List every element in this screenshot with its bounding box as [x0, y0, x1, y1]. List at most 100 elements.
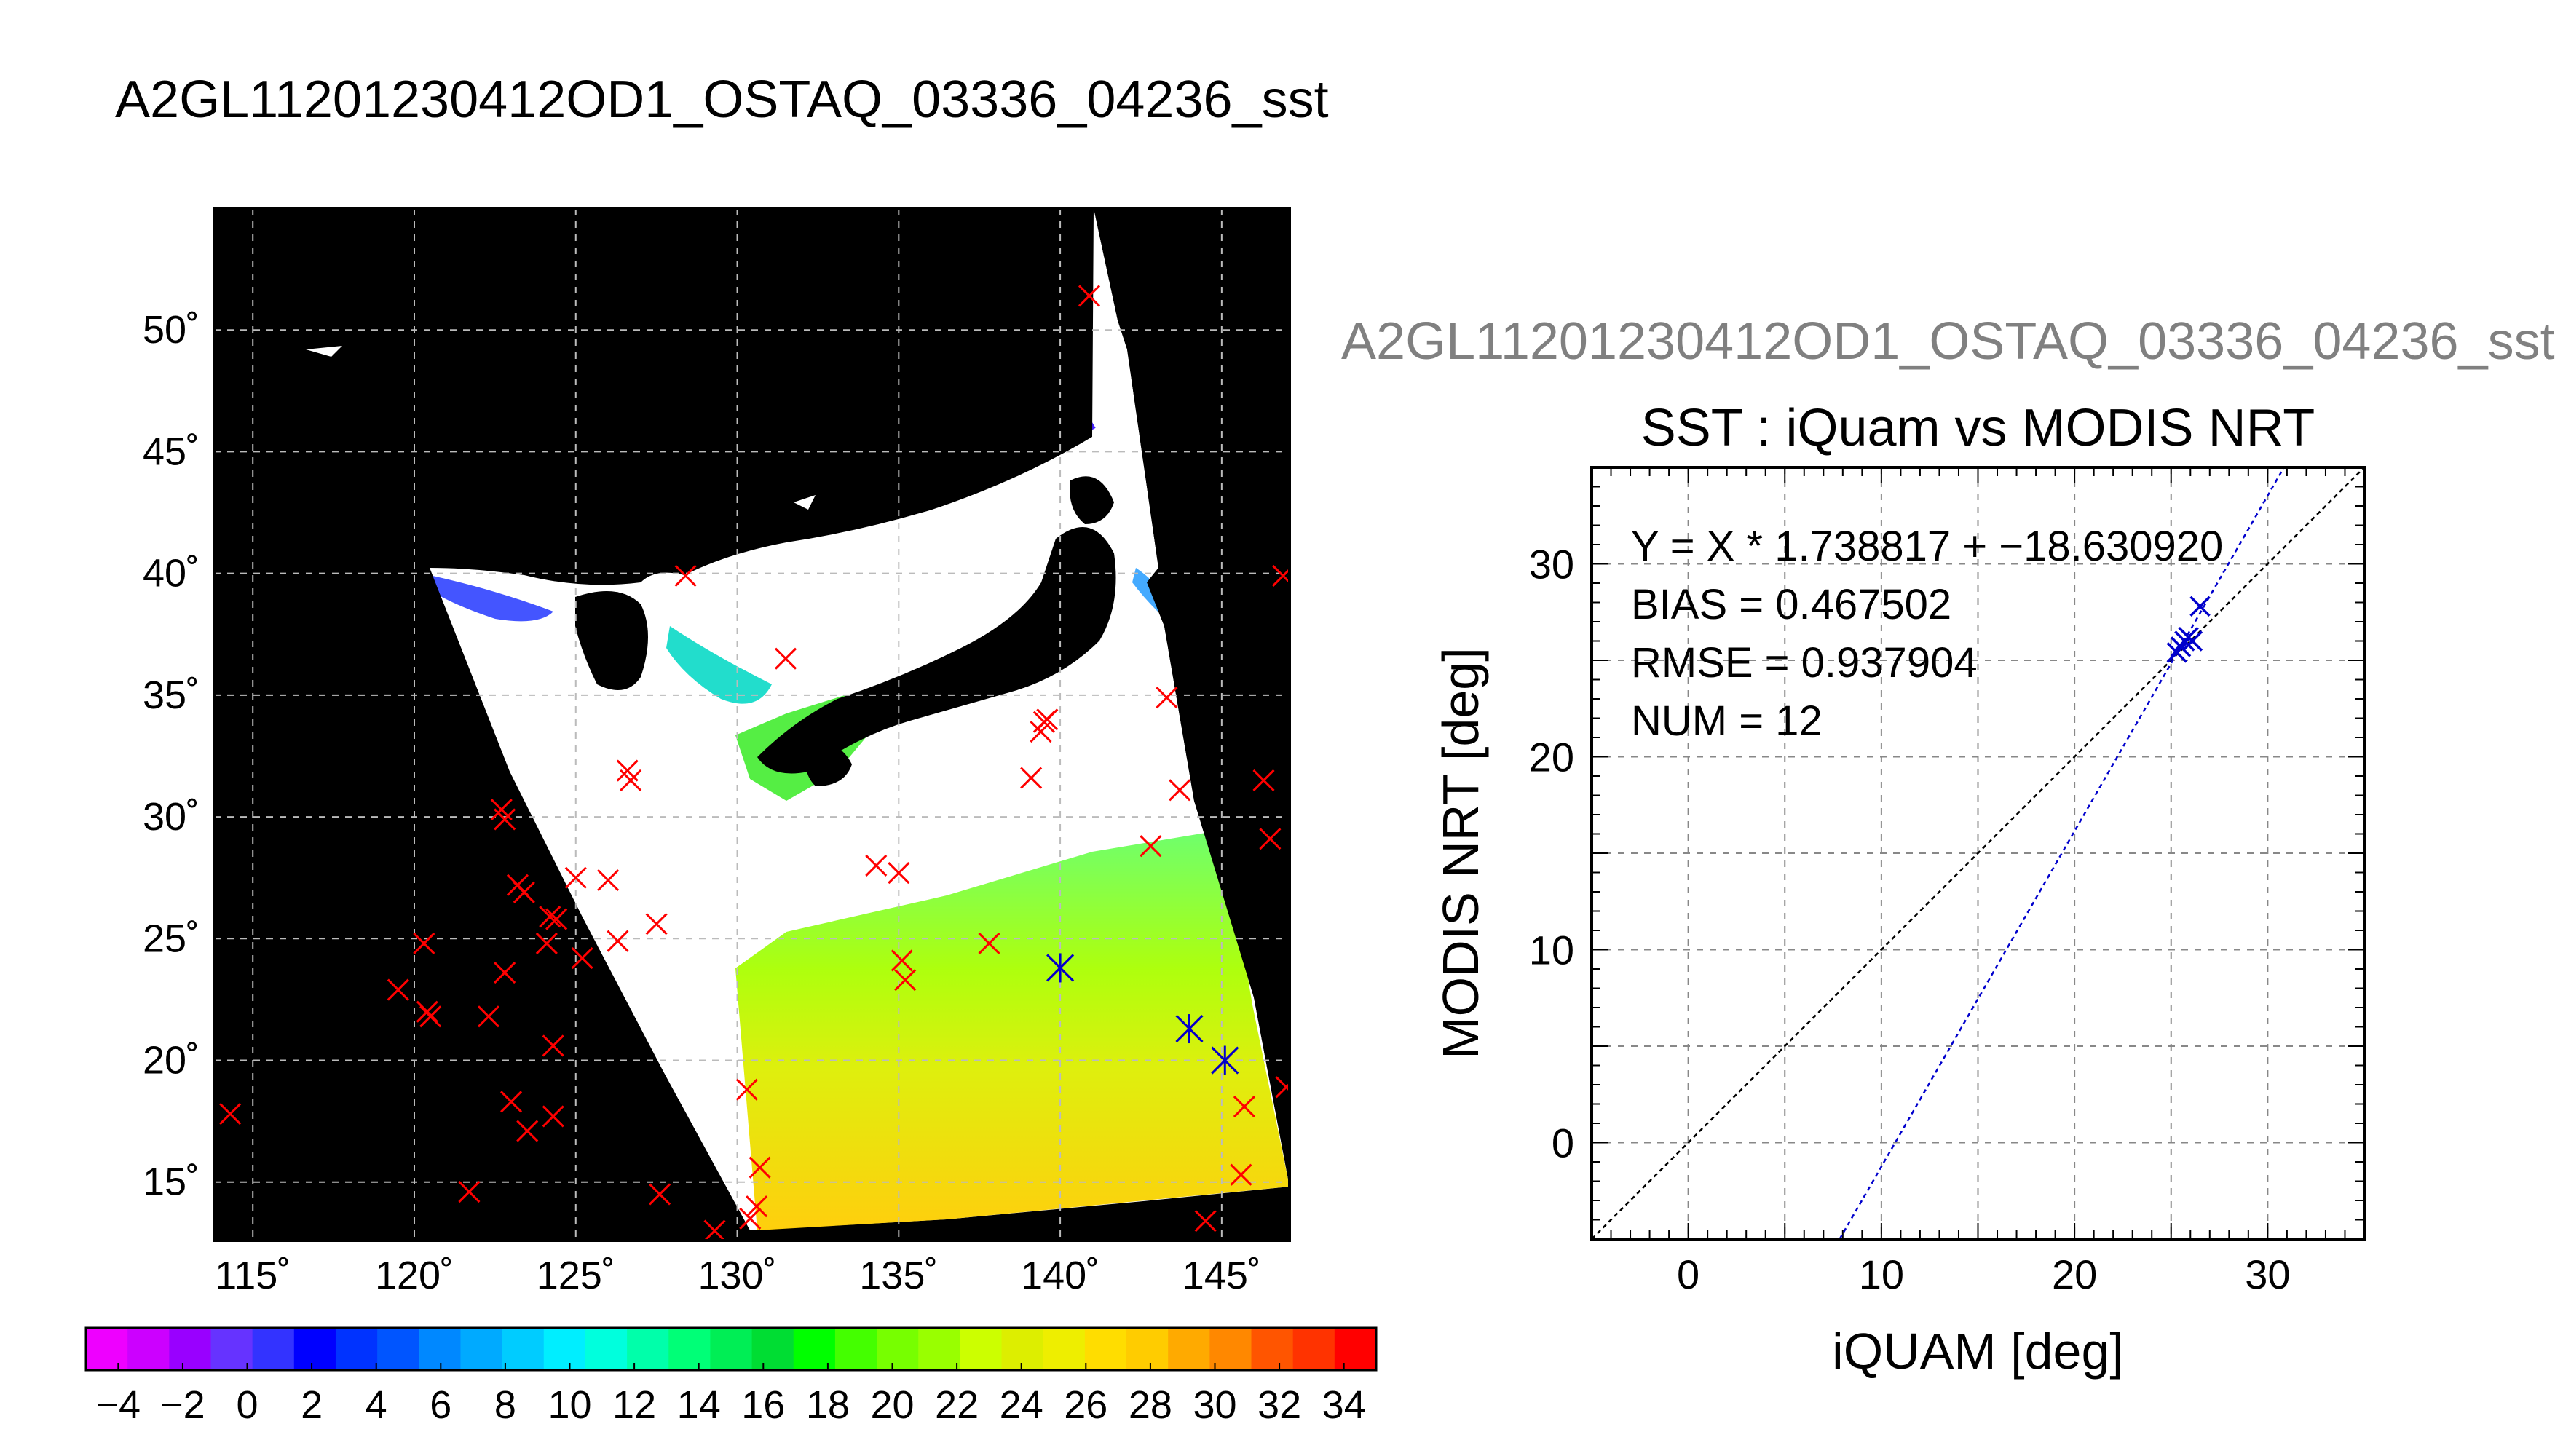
buoy-marker	[739, 1207, 762, 1230]
buoy-marker	[597, 869, 620, 892]
buoy-marker	[1252, 769, 1275, 791]
map-lon-tick-label: 120˚	[375, 1254, 454, 1297]
buoy-marker	[499, 1091, 523, 1113]
colorbar-segment	[710, 1328, 753, 1370]
buoy-marker	[735, 1078, 758, 1101]
scatter-x-tick-label: 20	[2052, 1251, 2097, 1297]
buoy-marker	[674, 564, 697, 587]
colorbar-segment	[1126, 1328, 1169, 1370]
sst-yellow-sea	[430, 575, 553, 622]
map-layers	[214, 208, 1290, 1241]
buoy-marker	[542, 1105, 564, 1128]
colorbar-tick-label: −4	[96, 1383, 141, 1427]
scatter-subtitle: A2GL11201230412OD1_OSTAQ_03336_04236_sst	[1341, 312, 2555, 371]
korea-peninsula	[575, 591, 648, 690]
colorbar-tick-label: 26	[1064, 1383, 1107, 1427]
scatter-annotation: Y = X * 1.738817 + −18.630920	[1631, 523, 2223, 570]
east-outside-swath	[1094, 208, 1290, 1187]
scatter-annotation: NUM = 12	[1631, 697, 1823, 745]
buoy-marker	[1272, 564, 1290, 587]
buoy-marker	[419, 1005, 442, 1028]
colorbar-segment	[293, 1328, 336, 1370]
scatter-x-tick-label: 0	[1677, 1251, 1699, 1297]
colorbar-segment	[502, 1328, 545, 1370]
colorbar-segment	[1168, 1328, 1210, 1370]
buoy-marker	[1169, 779, 1191, 802]
buoy-marker	[477, 1005, 500, 1028]
buoy-marker	[645, 913, 668, 935]
colorbar-segment	[419, 1328, 462, 1370]
scatter-frame	[1590, 466, 2366, 1241]
buoy-marker	[387, 978, 409, 1001]
matchup-marker	[1211, 1045, 1239, 1075]
one-to-one-line	[1592, 467, 2364, 1239]
colorbar-segment	[1043, 1328, 1086, 1370]
map-lat-tick-label: 50˚	[143, 308, 200, 352]
scatter-point	[2166, 642, 2187, 663]
colorbar-tick-label: −2	[160, 1383, 205, 1427]
buoy-marker	[607, 930, 629, 952]
colorbar-segment	[377, 1328, 419, 1370]
colorbar-segment	[1334, 1328, 1377, 1370]
colorbar-frame	[84, 1326, 1378, 1372]
map-lon-tick-label: 145˚	[1182, 1254, 1261, 1297]
scatter-x-tick-label: 30	[2245, 1251, 2290, 1297]
scatter-y-tick-label: 10	[1529, 927, 1574, 973]
colorbar-segment	[793, 1328, 836, 1370]
colorbar-segment	[127, 1328, 170, 1370]
buoy-marker	[1020, 767, 1043, 789]
colorbar-segment	[1084, 1328, 1127, 1370]
colorbar-tick-label: 4	[366, 1383, 387, 1427]
buoy-marker	[1156, 687, 1178, 709]
mainland-asia	[214, 208, 1094, 699]
colorbar-segment	[1292, 1328, 1335, 1370]
buoy-marker	[494, 808, 516, 831]
colorbar-segment	[585, 1328, 628, 1370]
scatter-y-tick-label: 0	[1552, 1120, 1574, 1166]
buoy-marker	[749, 1156, 771, 1179]
buoy-marker	[865, 854, 888, 877]
japan-kyushu	[805, 745, 852, 786]
buoy-marker	[1259, 828, 1282, 850]
outside-swath	[214, 568, 750, 1241]
colorbar-tick-label: 18	[806, 1383, 850, 1427]
buoy-marker	[564, 866, 587, 889]
buoy-marker	[1230, 1163, 1252, 1186]
colorbar-tick-label: 12	[612, 1383, 656, 1427]
colorbar-segment	[1001, 1328, 1044, 1370]
main-title: A2GL11201230412OD1_OSTAQ_03336_04236_sst	[115, 71, 1329, 129]
scatter-y-tick-label: 30	[1529, 542, 1574, 587]
scatter-y-axis-label: MODIS NRT [deg]	[1432, 647, 1489, 1059]
buoy-marker	[535, 932, 558, 955]
colorbar-tick-label: 10	[548, 1383, 591, 1427]
colorbar-segment	[751, 1328, 794, 1370]
scatter-y-tick-label: 20	[1529, 735, 1574, 780]
buoy-marker	[516, 1120, 539, 1142]
map-graticule	[214, 208, 1290, 1241]
colorbar-tick-label: 16	[741, 1383, 785, 1427]
map-lat-tick-label: 30˚	[143, 795, 200, 839]
colorbar-segment	[668, 1328, 711, 1370]
colorbar-segment	[1251, 1328, 1294, 1370]
colorbar-tick-label: 34	[1322, 1383, 1366, 1427]
buoy-marker	[539, 906, 561, 928]
colorbar-tick-label: 28	[1129, 1383, 1172, 1427]
scatter-point	[2170, 636, 2192, 657]
scatter-x-axis-label: iQUAM [deg]	[1832, 1323, 2124, 1380]
buoy-marker	[494, 962, 516, 984]
colorbar-segment	[1209, 1328, 1252, 1370]
colorbar: −4 −2 0 2 4 6 8 10 12 14 16 18 20 22 24 26 28 30 32 34	[84, 1326, 1378, 1427]
map-lon-tick-label: 125˚	[537, 1254, 615, 1297]
buoy-marker	[1036, 708, 1059, 731]
buoy-marker	[416, 1000, 438, 1023]
colorbar-tick-label: 32	[1257, 1383, 1301, 1427]
buoy-marker	[620, 769, 642, 791]
buoy-marker	[458, 1181, 481, 1203]
scatter-x-tick-label: 10	[1859, 1251, 1904, 1297]
buoy-marker	[894, 969, 917, 992]
colorbar-tick-label: 0	[236, 1383, 258, 1427]
buoy-marker	[1140, 835, 1162, 858]
colorbar-tick-label: 22	[935, 1383, 979, 1427]
colorbar-tick-label: 6	[430, 1383, 451, 1427]
japan-hokkaido	[1070, 476, 1114, 524]
